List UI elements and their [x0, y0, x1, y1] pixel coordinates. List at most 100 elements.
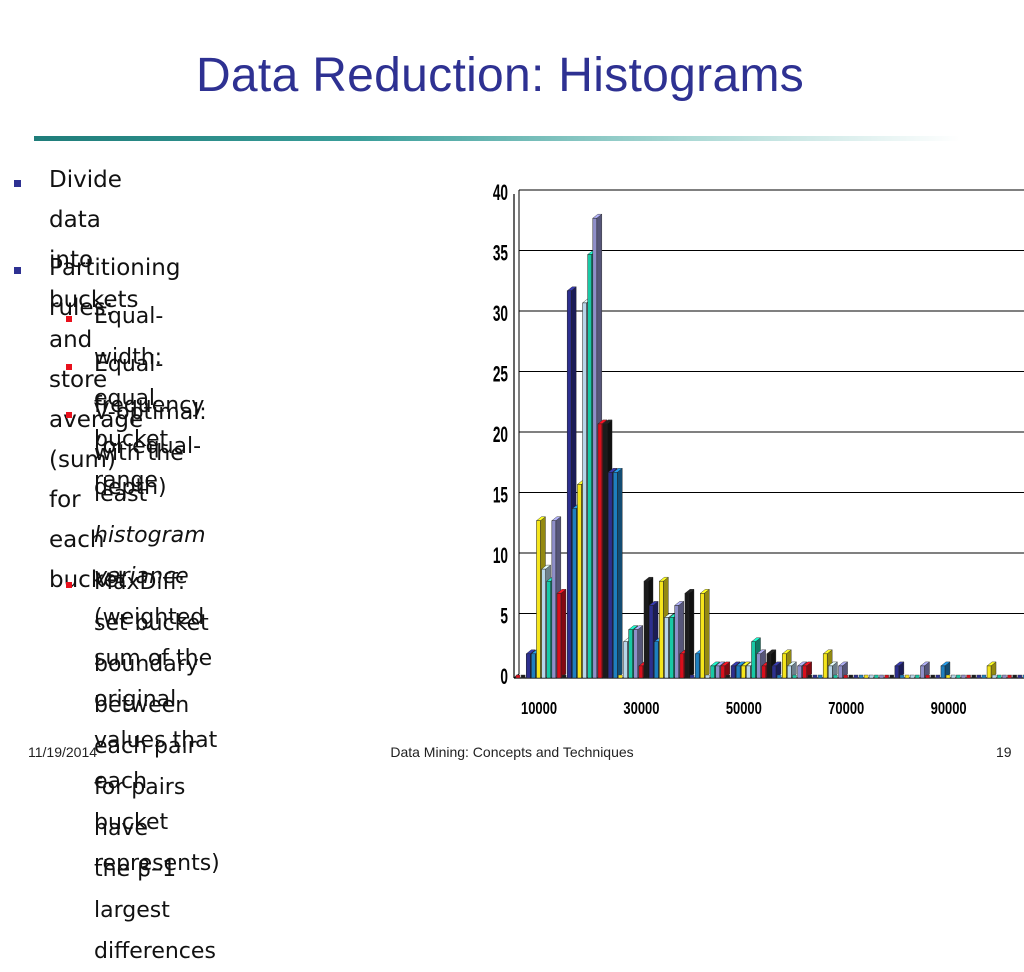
histogram-bar [863, 674, 869, 679]
histogram-bar [971, 674, 976, 679]
histogram-bar [1002, 674, 1007, 679]
histogram-bar [976, 674, 981, 679]
histogram-bar [853, 674, 859, 679]
histogram-bar [730, 665, 736, 679]
y-tick-label: 10 [493, 543, 508, 568]
histogram-bar [679, 653, 685, 679]
histogram-bar [597, 423, 603, 679]
histogram-bar [910, 674, 915, 679]
y-tick-label: 30 [493, 301, 508, 326]
histogram-bar [715, 665, 720, 679]
x-tick-label: 70000 [828, 699, 864, 719]
histogram-bar [556, 593, 562, 679]
histogram-bar [787, 665, 792, 679]
bullet-line-rest: (weighted [94, 605, 205, 630]
title-rule [34, 136, 960, 141]
footer-date: 11/19/2014 [28, 744, 98, 760]
histogram-bar [828, 665, 833, 679]
y-tick-label: 40 [493, 180, 508, 205]
histogram-bar [797, 665, 802, 679]
histogram-bar-side [617, 467, 623, 679]
histogram-bar [869, 674, 874, 679]
histogram-bar [807, 674, 813, 679]
histogram-bar-side [688, 588, 695, 679]
histogram-bar [761, 665, 767, 679]
histogram-bar [643, 580, 649, 679]
histogram-bar [940, 665, 946, 679]
footer-title: Data Mining: Concepts and Techniques [390, 744, 634, 760]
histogram-bar [710, 665, 715, 679]
histogram-bar [592, 217, 598, 679]
sub-bullet-text: MaxDiff: set bucket boundary between eac… [94, 562, 216, 972]
histogram-bar [956, 674, 961, 679]
histogram-bar [659, 580, 664, 679]
histogram-bar [735, 665, 741, 679]
histogram-bar [1012, 674, 1017, 679]
histogram-bar [802, 665, 807, 679]
histogram-bar [653, 641, 659, 679]
histogram-bar [858, 674, 864, 679]
bullet-line: Equal-width: equal bucket range [94, 304, 169, 493]
histogram-bar [669, 617, 674, 679]
histogram-bar [638, 665, 644, 679]
histogram-bar [572, 508, 577, 679]
histogram-bar [664, 617, 669, 679]
histogram-bar [874, 674, 879, 679]
histogram-bar [674, 605, 679, 679]
histogram-bar [720, 665, 726, 679]
histogram-bar [602, 423, 608, 679]
histogram-bar [684, 593, 690, 679]
histogram-bar [689, 674, 695, 679]
sub-bullet-marker [66, 316, 72, 322]
bullet-line: average (sum) for each bucket [49, 407, 144, 593]
y-tick-label: 0 [500, 664, 508, 689]
bullet-line: V-optimal: with the least [94, 400, 207, 507]
histogram-bar [1022, 674, 1024, 679]
histogram-bar [838, 665, 843, 679]
y-tick-label: 15 [493, 482, 508, 507]
histogram-bar [536, 520, 541, 679]
histogram-bar [986, 665, 992, 679]
italic-term: histogram variance [94, 523, 206, 589]
histogram-bar [966, 674, 971, 679]
histogram-bar [566, 290, 572, 679]
histogram-bar [725, 674, 731, 679]
bullet-text: Divide data into buckets and store avera… [49, 160, 143, 600]
histogram-bar [884, 674, 889, 679]
histogram-bar [700, 593, 705, 679]
slide-title: Data Reduction: Histograms [195, 49, 805, 102]
histogram-bar [981, 674, 987, 679]
histogram-bar [705, 674, 710, 679]
histogram-bar [889, 674, 894, 679]
histogram-bar [525, 653, 531, 679]
bullet-line: the β–1 largest differences [94, 857, 216, 964]
bullet-marker [14, 267, 21, 274]
histogram-bar [925, 674, 930, 679]
histogram-bar [812, 674, 818, 679]
histogram-bar [843, 674, 848, 679]
histogram-bar [694, 653, 700, 679]
sub-bullet-marker [66, 364, 72, 370]
x-tick-label: 30000 [623, 699, 659, 719]
histogram-bar-side [704, 588, 710, 679]
x-tick-label: 50000 [726, 699, 762, 719]
histogram-bar [894, 665, 900, 679]
histogram-bar [1017, 674, 1022, 679]
histogram-bar [935, 674, 941, 679]
histogram-bar [822, 653, 828, 679]
histogram-bar [633, 629, 639, 679]
bullet-line: Partitioning rules: [49, 255, 181, 321]
histogram-bar [776, 674, 782, 679]
bullet-line: histogram variance (weighted [94, 515, 220, 638]
histogram-bar [746, 665, 751, 679]
y-tick-label: 35 [493, 240, 508, 265]
sub-bullet-marker [66, 582, 72, 588]
histogram-bar [618, 674, 623, 679]
histogram-bar [607, 472, 613, 679]
bullet-marker [14, 180, 21, 187]
histogram-bar [817, 674, 823, 679]
histogram-bar [520, 674, 526, 679]
sub-bullet-marker [66, 412, 72, 418]
histogram-bar [766, 653, 772, 679]
footer-page-number: 19 [996, 744, 1012, 760]
